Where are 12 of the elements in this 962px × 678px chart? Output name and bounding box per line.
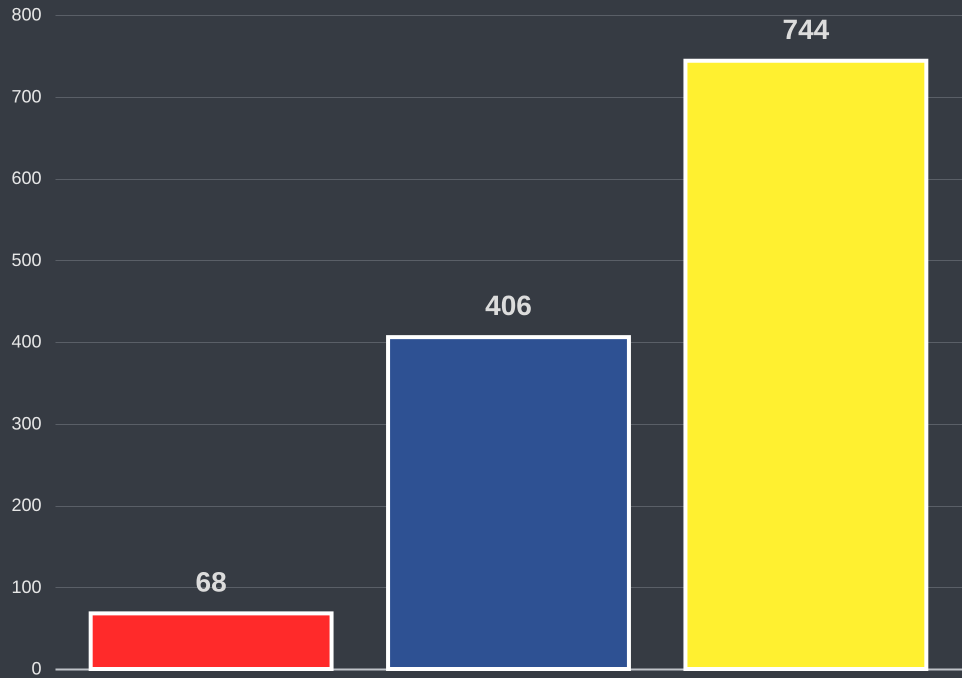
data-label: 406 [485,290,532,322]
data-label: 744 [782,14,830,45]
y-tick-label: 400 [11,332,42,352]
y-tick-label: 0 [31,658,42,678]
y-tick-label: 500 [11,250,42,270]
y-tick-label: 800 [11,4,42,24]
y-tick-label: 700 [11,86,42,106]
y-tick-label: 600 [11,168,42,188]
data-label: 68 [196,566,227,598]
y-tick-label: 300 [11,413,42,434]
y-tick-label: 200 [11,495,42,515]
y-tick-label: 100 [11,576,42,597]
